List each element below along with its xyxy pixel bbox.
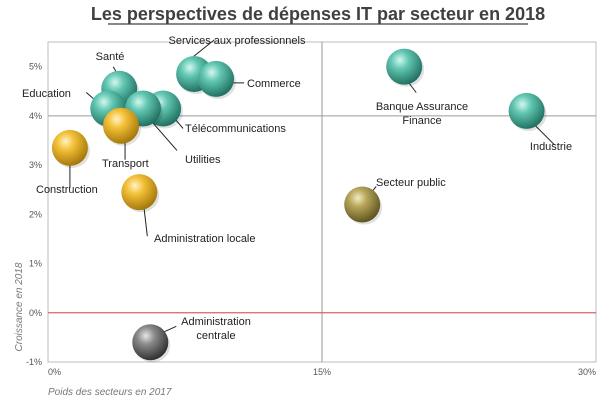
bubble-construction — [51, 129, 88, 166]
label-utilities: Utilities — [185, 154, 221, 166]
label-transport: Transport — [102, 158, 149, 170]
label-services-aux-professionnels: Services aux professionnels — [169, 35, 306, 47]
bubble-industrie — [508, 92, 545, 129]
y-tick-label: -1% — [26, 357, 42, 367]
label-administration-locale: Administration locale — [154, 233, 256, 245]
bubble-administration-locale — [121, 174, 158, 211]
x-tick-label: 0% — [48, 367, 61, 377]
label-construction: Construction — [36, 184, 98, 196]
bubbles — [51, 48, 547, 363]
x-tick-label: 30% — [578, 367, 596, 377]
bubble-secteur-public — [344, 186, 381, 223]
label-commerce: Commerce — [247, 78, 301, 90]
label-education: Education — [22, 88, 71, 100]
x-axis-title: Poids des secteurs en 2017 — [48, 387, 172, 398]
bubble-banque-assurance-finance — [386, 48, 423, 85]
label-sante: Santé — [96, 51, 125, 63]
plot-area — [47, 41, 597, 363]
bubble-commerce — [198, 60, 235, 97]
y-tick-label: 4% — [29, 111, 42, 121]
label-secteur-public: Secteur public — [376, 177, 446, 189]
y-tick-label: 2% — [29, 209, 42, 219]
x-tick-label: 15% — [313, 367, 331, 377]
bubble-administration-centrale — [132, 324, 169, 361]
bubble-transport — [103, 107, 140, 144]
y-tick-label: 5% — [29, 62, 42, 72]
label-administration-centrale: Administration centrale — [181, 316, 251, 342]
label-banque-assurance-finance: Banque Assurance Finance — [376, 101, 468, 127]
y-axis-title: Croissance en 2018 — [14, 262, 25, 351]
chart-title: Les perspectives de dépenses IT par sect… — [91, 4, 545, 24]
y-tick-label: 0% — [29, 308, 42, 318]
label-industrie: Industrie — [530, 141, 572, 153]
label-telecommunications: Télécommunications — [185, 123, 286, 135]
axis-ticks: -1% 0% 1% 2% 3% 4% 5% 0% 15% 30% — [26, 62, 596, 377]
bubble-labels: Services aux professionnels Commerce Santé… — [22, 35, 572, 342]
y-tick-label: 3% — [29, 160, 42, 170]
y-tick-label: 1% — [29, 259, 42, 269]
